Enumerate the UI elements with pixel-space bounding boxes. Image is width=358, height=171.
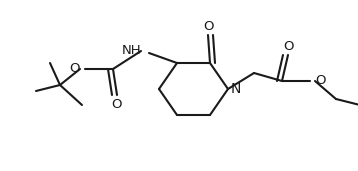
Text: O: O: [204, 19, 214, 32]
Text: NH: NH: [121, 44, 141, 57]
Text: O: O: [283, 40, 293, 52]
Text: O: O: [111, 97, 121, 110]
Text: O: O: [315, 75, 325, 88]
Text: N: N: [231, 82, 241, 96]
Text: O: O: [69, 62, 80, 76]
